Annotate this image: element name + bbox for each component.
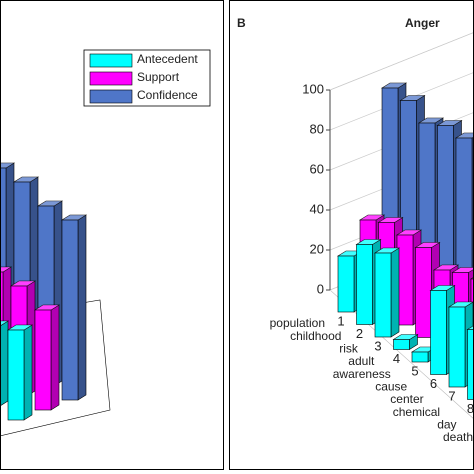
x-tick-label: 8 [467, 401, 474, 416]
bar-top-shade [412, 347, 436, 352]
bar-top-shade [467, 326, 473, 330]
panel-a: Antecedent Support Confidence [1, 49, 211, 436]
bar-top [469, 277, 473, 280]
bar-front [393, 339, 410, 350]
depth-label: chemical [393, 405, 440, 419]
bar-front [467, 329, 473, 400]
panel-label: B [237, 16, 246, 30]
depth-label: adult [348, 354, 375, 368]
x-tick-label: 6 [430, 376, 437, 391]
bar-side-shade [391, 248, 399, 337]
bar-top-shade [356, 239, 381, 245]
z-tick-label: 20 [310, 241, 324, 256]
bar-side-shade [78, 215, 86, 400]
depth-label: day [437, 418, 456, 432]
bar-front [415, 247, 432, 338]
bar [60, 214, 88, 401]
bar-side-shade [1, 321, 8, 406]
bar-top-shade [1, 163, 14, 168]
bar-front [337, 255, 355, 313]
bar-top-shade [11, 281, 35, 286]
bar [466, 325, 473, 400]
x-tick-label: 1 [337, 313, 344, 328]
bar-top [1, 320, 10, 326]
chart-title: Anger [405, 16, 440, 30]
bar-front [374, 252, 392, 338]
bar-front [430, 290, 447, 375]
bar-top [466, 325, 473, 330]
legend-swatch [89, 53, 133, 68]
depth-label: awareness [333, 367, 391, 381]
x-tick-label: 5 [411, 363, 418, 378]
bar-front [411, 351, 429, 363]
bar-top-shade [14, 177, 38, 182]
bar-top-shade [393, 334, 418, 340]
bar-front [448, 306, 466, 388]
bar-top-shade [430, 285, 455, 291]
bar-top-shade [449, 302, 473, 307]
bar-front [34, 309, 52, 411]
bar [1, 320, 10, 406]
bar-side-shade [24, 325, 32, 420]
depth-label: risk [339, 342, 359, 356]
bar-top-shade [375, 248, 399, 253]
depth-label: center [390, 392, 423, 406]
bar-top-shade [456, 133, 473, 138]
z-tick-label: 60 [310, 161, 324, 176]
bar-front [61, 219, 79, 401]
bar-front [356, 244, 373, 325]
x-tick-label: 3 [374, 338, 381, 353]
bar-top-shade [471, 277, 473, 279]
bar-top-shade [434, 265, 458, 270]
bar [6, 324, 34, 421]
x-tick-label: 4 [393, 351, 400, 366]
bar-top-shade [62, 215, 86, 220]
bar-top-shade [1, 321, 8, 326]
bar-top-shade [419, 118, 443, 123]
legend-label: Antecedent [137, 52, 198, 66]
bar-front [396, 234, 414, 326]
bar-top-shade [35, 305, 59, 310]
bar-top-shade [1, 267, 11, 272]
legend-label: Confidence [137, 88, 198, 102]
z-tick-label: 100 [302, 81, 324, 96]
bar-top-shade [8, 325, 32, 330]
z-tick-label: 0 [317, 281, 324, 296]
bar-top-shade [338, 251, 362, 256]
bar-top [1, 162, 16, 169]
bar-front [1, 167, 7, 359]
bar-top-shade [400, 95, 425, 101]
bar-top-shade [397, 230, 421, 235]
bar-top-shade [415, 242, 440, 248]
bar-top-shade [437, 120, 462, 126]
depth-label: cause [375, 380, 407, 394]
bar-front [7, 329, 25, 421]
z-tick-label: 40 [310, 201, 324, 216]
legend-swatch [89, 71, 133, 86]
bar-top [1, 266, 13, 273]
bar-top-shade [38, 201, 62, 206]
bar-side-shade [51, 305, 59, 410]
depth-label: childhood [290, 329, 341, 343]
bar-top-shade [382, 83, 406, 88]
bar [373, 247, 401, 338]
bar-top-shade [452, 267, 473, 273]
bar [33, 304, 61, 411]
panel-b: B Anger 02040608010012345678populationch… [237, 16, 474, 444]
legend-swatch [89, 89, 133, 104]
depth-label: population [270, 316, 325, 330]
bar-top-shade [378, 217, 403, 223]
x-tick-label: 7 [448, 388, 455, 403]
z-tick-label: 80 [310, 121, 324, 136]
legend-label: Support [137, 70, 180, 84]
bar [392, 333, 419, 351]
grid-line [329, 32, 473, 91]
depth-label: death [443, 430, 473, 444]
bar-top-shade [360, 215, 384, 220]
x-tick-label: 2 [356, 326, 363, 341]
